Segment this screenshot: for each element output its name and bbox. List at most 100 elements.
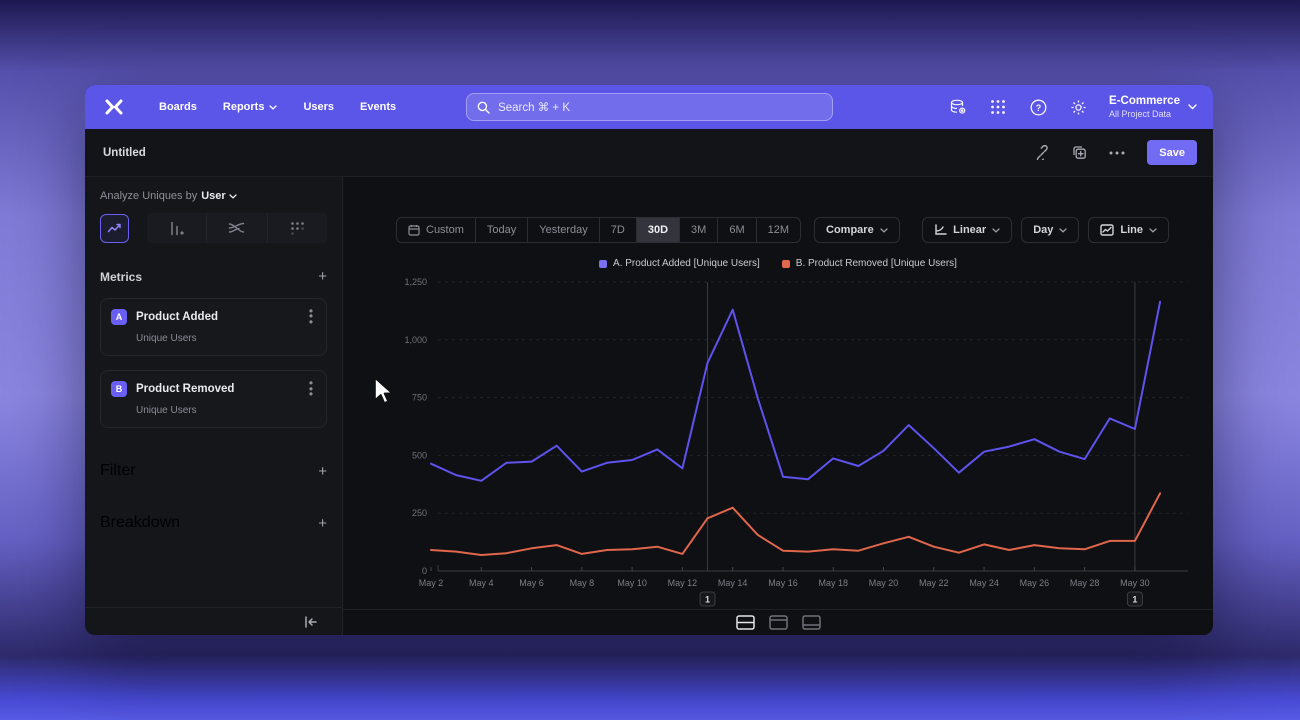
search-input[interactable]: Search ⌘ + K <box>466 93 834 121</box>
y-tick-label: 750 <box>412 393 427 403</box>
annotation-badge-label: 1 <box>705 595 710 605</box>
compare-button[interactable]: Compare <box>814 217 900 243</box>
x-tick-label: May 24 <box>969 578 999 588</box>
range-today[interactable]: Today <box>474 218 527 242</box>
chevron-down-icon <box>1059 227 1068 233</box>
help-icon[interactable]: ? <box>1029 98 1047 116</box>
tab-retention[interactable] <box>266 213 327 243</box>
range-30d[interactable]: 30D <box>635 218 680 242</box>
y-tick-label: 0 <box>422 566 427 576</box>
nav-item-label: Boards <box>159 101 197 113</box>
tab-insights[interactable] <box>100 213 129 243</box>
save-button[interactable]: Save <box>1147 140 1197 165</box>
add-filter-button[interactable]: + <box>318 462 327 480</box>
x-tick-label: May 22 <box>919 578 949 588</box>
data-management-icon[interactable] <box>949 98 967 116</box>
metric-letter-badge: A <box>111 309 127 326</box>
chevron-down-icon <box>269 104 278 110</box>
range-label: Yesterday <box>539 224 588 236</box>
metric-card-B[interactable]: B Product Removed • • • Unique Users <box>100 370 327 429</box>
x-tick-label: May 4 <box>469 578 494 588</box>
annotation-badge[interactable] <box>699 591 716 607</box>
add-metric-button[interactable]: + <box>318 268 327 285</box>
copy-link-icon[interactable] <box>1033 145 1049 161</box>
annotation-badge-label: 1 <box>1132 595 1137 605</box>
report-bar: Untitled Save <box>85 129 1213 177</box>
mixpanel-logo[interactable] <box>101 94 127 120</box>
project-switcher[interactable]: E-Commerce All Project Data <box>1109 94 1197 120</box>
y-tick-label: 250 <box>412 508 427 518</box>
range-label: Today <box>486 224 517 236</box>
project-subtitle: All Project Data <box>1109 108 1172 119</box>
range-12m[interactable]: 12M <box>755 218 800 242</box>
analyze-value-dropdown[interactable]: User <box>201 190 237 202</box>
nav-items: Boards Reports Users Events <box>149 95 406 119</box>
legend-item[interactable]: A. Product Added [Unique Users] <box>599 258 760 269</box>
x-tick-label: May 20 <box>869 578 899 588</box>
report-title[interactable]: Untitled <box>103 146 146 159</box>
nav-item-boards[interactable]: Boards <box>149 95 207 119</box>
interval-dropdown[interactable]: Day <box>1021 217 1080 243</box>
add-breakdown-button[interactable]: + <box>318 514 327 532</box>
legend-swatch <box>781 259 790 268</box>
legend-swatch <box>599 259 608 268</box>
scale-dropdown[interactable]: Linear <box>922 217 1013 243</box>
collapse-sidebar-icon[interactable] <box>304 615 318 628</box>
more-options-icon[interactable] <box>1109 145 1125 161</box>
range-6m[interactable]: 6M <box>717 218 755 242</box>
metric-card-A[interactable]: A Product Added • • • Unique Users <box>100 298 327 357</box>
metric-title: Product Added <box>136 311 218 324</box>
analyze-uniques-row: Analyze Uniques by User <box>100 177 327 202</box>
date-range-segmented-control: Custom Today Yesterday 7D 30D 3M 6M 12M <box>396 217 802 243</box>
analyze-label: Analyze Uniques by <box>100 190 198 202</box>
chevron-down-icon <box>1149 227 1157 233</box>
x-tick-label: May 16 <box>768 578 798 588</box>
x-tick-label: May 2 <box>419 578 444 588</box>
funnels-icon <box>170 221 184 235</box>
tab-flows[interactable] <box>206 213 266 243</box>
sidebar-footer <box>85 607 342 635</box>
annotation-badge[interactable] <box>1126 591 1143 607</box>
chart-toolbar: Custom Today Yesterday 7D 30D 3M 6M 12M Compare… <box>396 217 1169 243</box>
settings-gear-icon[interactable] <box>1069 98 1087 116</box>
nav-item-events[interactable]: Events <box>350 95 406 119</box>
sidebar: Analyze Uniques by User <box>85 177 343 635</box>
layout-split-button[interactable] <box>735 615 755 630</box>
range-label: 12M <box>767 224 790 236</box>
chevron-down-icon <box>992 227 1000 233</box>
chevron-down-icon <box>1188 104 1197 110</box>
main-nav: Boards Reports Users Events Search ⌘ + K <box>85 85 1213 129</box>
x-tick-label: May 30 <box>1120 578 1150 588</box>
layout-table-only-button[interactable] <box>801 615 821 630</box>
x-tick-label: May 12 <box>668 578 698 588</box>
view-layout-toggles <box>343 609 1213 635</box>
x-tick-label: May 18 <box>818 578 848 588</box>
chart-type-dropdown[interactable]: Line <box>1088 217 1169 243</box>
legend-item[interactable]: B. Product Removed [Unique Users] <box>781 258 957 269</box>
y-tick-label: 500 <box>412 450 427 460</box>
range-yesterday[interactable]: Yesterday <box>527 218 599 242</box>
search-icon <box>477 101 490 114</box>
metric-options-icon[interactable]: • • • <box>308 304 314 329</box>
calendar-icon <box>408 225 420 236</box>
duplicate-icon[interactable] <box>1071 145 1087 161</box>
nav-item-users[interactable]: Users <box>293 95 344 119</box>
x-tick-label: May 14 <box>718 578 748 588</box>
tab-funnels[interactable] <box>147 213 206 243</box>
insights-icon <box>107 223 121 232</box>
nav-item-label: Users <box>303 101 335 113</box>
metric-subtitle: Unique Users <box>136 405 197 417</box>
section-label: Filter <box>100 462 136 480</box>
range-custom[interactable]: Custom <box>397 218 475 242</box>
range-label: 3M <box>691 224 707 236</box>
layout-chart-only-button[interactable] <box>768 615 788 630</box>
y-tick-label: 1,000 <box>404 335 427 345</box>
range-3m[interactable]: 3M <box>679 218 717 242</box>
line-chart: 0 250 500 750 1,000 1,250 May 2 May 4 May 6 May 8… <box>404 277 1188 607</box>
apps-grid-icon[interactable] <box>989 98 1007 116</box>
nav-item-reports[interactable]: Reports <box>213 95 288 119</box>
range-7d[interactable]: 7D <box>598 218 636 242</box>
report-type-tabs <box>100 213 327 243</box>
metric-options-icon[interactable]: • • • <box>308 376 314 401</box>
metrics-header: Metrics + <box>100 269 327 284</box>
